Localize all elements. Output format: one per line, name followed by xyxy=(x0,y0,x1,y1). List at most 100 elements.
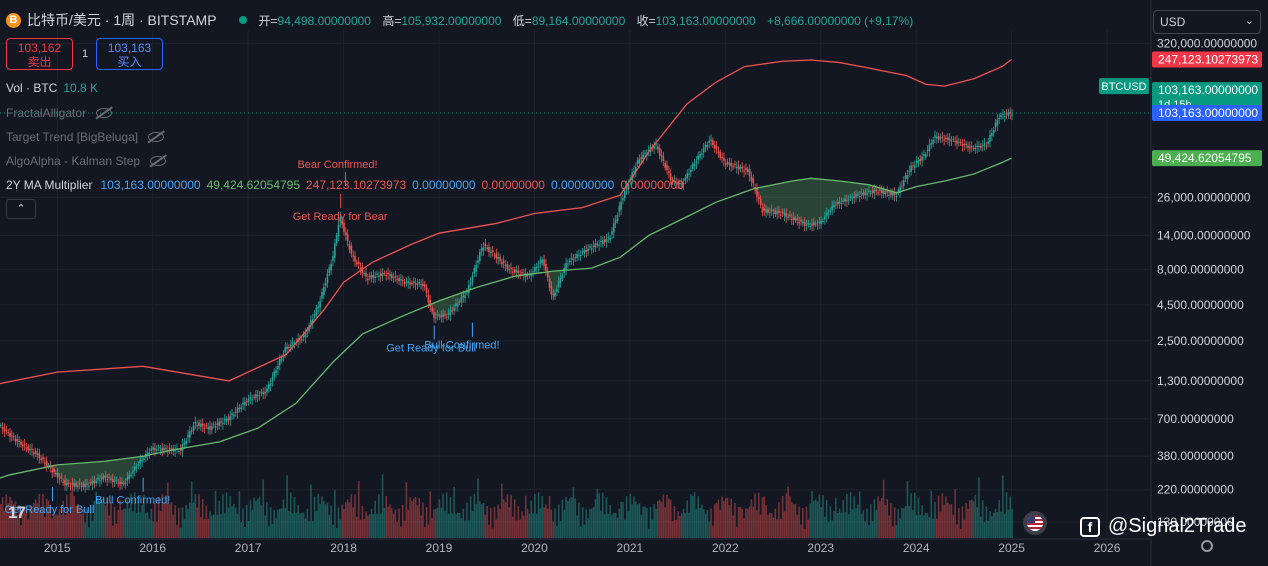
candle-body xyxy=(141,459,143,462)
candle-body xyxy=(86,483,88,485)
volume-bar xyxy=(128,508,131,538)
volume-bar xyxy=(653,503,655,538)
volume-bar xyxy=(99,500,101,538)
volume-bar xyxy=(471,511,474,538)
indicator-kalman-step[interactable]: AlgoAlpha - Kalman Step xyxy=(6,154,167,168)
candle-body xyxy=(954,141,956,143)
candle-body xyxy=(981,144,984,147)
candle-body xyxy=(433,312,435,318)
candle-body xyxy=(864,192,867,196)
volume-bar xyxy=(745,508,747,538)
volume-bar xyxy=(242,508,244,538)
volume-bar xyxy=(346,499,349,538)
candle-body xyxy=(803,222,806,226)
volume-bar xyxy=(319,503,321,538)
eye-hidden-icon[interactable] xyxy=(148,132,165,142)
volume-bar xyxy=(55,515,57,538)
volume-bar xyxy=(528,513,531,538)
volume-bar xyxy=(60,515,63,538)
volume-bar xyxy=(58,508,61,538)
indicator-2y-ma-multiplier[interactable]: 2Y MA Multiplier 103,163.00000000 49,424… xyxy=(6,178,684,192)
volume-bar xyxy=(434,508,437,538)
currency-select[interactable]: USD ⌄ xyxy=(1153,10,1261,34)
candle-body xyxy=(321,291,323,299)
candle-body xyxy=(299,339,301,341)
eye-hidden-icon[interactable] xyxy=(96,108,113,118)
volume-bar xyxy=(104,505,107,538)
candle-body xyxy=(11,435,13,437)
sell-button[interactable]: 103,162 卖出 xyxy=(6,38,73,70)
candle-body xyxy=(130,475,132,477)
volume-bar xyxy=(576,515,578,538)
volume-bar xyxy=(416,505,419,538)
candle-body xyxy=(227,417,230,421)
chevron-down-icon: ⌄ xyxy=(1244,15,1254,27)
indicator-volume[interactable]: Vol · BTC 10.8 K xyxy=(6,81,98,95)
volume-bar xyxy=(236,513,239,538)
volume-bar xyxy=(965,503,967,538)
candle-body xyxy=(89,482,92,484)
candle-body xyxy=(212,424,215,426)
open-label: 开= xyxy=(258,13,278,28)
volume-bar xyxy=(895,525,898,538)
indicator-name: 2Y MA Multiplier xyxy=(6,178,93,192)
candle-body xyxy=(312,319,314,324)
indicator-fractal-alligator[interactable]: FractalAlligator xyxy=(6,106,113,120)
volume-bar xyxy=(111,525,114,538)
candle-body xyxy=(857,194,859,196)
volume-bar xyxy=(233,504,235,538)
indicator-target-trend[interactable]: Target Trend [BigBeluga] xyxy=(6,130,165,144)
candle-body xyxy=(666,164,668,170)
candle-body xyxy=(431,307,433,312)
us-flag-icon[interactable] xyxy=(1023,511,1047,535)
volume-bar xyxy=(587,518,589,538)
market-open-dot xyxy=(238,16,247,24)
candle-body xyxy=(44,462,46,464)
candle-body xyxy=(798,221,800,224)
candle-body xyxy=(493,255,496,257)
collapse-legend-button[interactable]: ⌃ xyxy=(6,199,36,219)
candle-body xyxy=(537,265,540,268)
candle-body xyxy=(877,192,879,194)
volume-bar xyxy=(858,491,861,538)
volume-bar xyxy=(631,504,633,538)
gear-icon[interactable] xyxy=(1201,540,1213,552)
volume-bar xyxy=(335,528,338,538)
candle-body xyxy=(12,435,15,437)
volume-bar xyxy=(660,501,663,538)
buy-button[interactable]: 103,163 买入 xyxy=(96,38,163,70)
eye-hidden-icon[interactable] xyxy=(150,156,167,166)
candle-body xyxy=(139,459,142,464)
volume-bar xyxy=(56,514,59,538)
candle-body xyxy=(414,283,417,285)
candle-body xyxy=(734,164,736,166)
candle-body xyxy=(546,270,549,278)
candle-body xyxy=(825,212,828,217)
volume-bar xyxy=(789,496,791,538)
volume-bar xyxy=(556,526,558,538)
candle-body xyxy=(214,426,217,428)
candle-body xyxy=(99,479,101,482)
order-quantity[interactable]: 1 xyxy=(82,48,89,60)
volume-bar xyxy=(838,508,841,538)
volume-bar xyxy=(840,512,843,538)
volume-bar xyxy=(765,505,767,538)
symbol-title[interactable]: 比特币/美元 · 1周 · BITSTAMP xyxy=(27,12,217,28)
candle-body xyxy=(100,477,103,480)
candle-body xyxy=(16,439,19,442)
candle-body xyxy=(739,167,742,170)
candle-body xyxy=(69,486,72,488)
volume-bar xyxy=(1003,513,1006,538)
candle-body xyxy=(945,137,947,140)
volume-bar xyxy=(491,528,494,538)
volume-bar xyxy=(181,507,184,538)
candle-body xyxy=(594,243,597,248)
candle-body xyxy=(741,166,744,169)
volume-bar xyxy=(88,527,90,538)
volume-bar xyxy=(624,519,626,538)
candle-body xyxy=(495,253,498,259)
tradingview-logo[interactable]: 17 xyxy=(8,503,26,522)
volume-bar xyxy=(739,506,742,538)
volume-bar xyxy=(917,497,920,538)
